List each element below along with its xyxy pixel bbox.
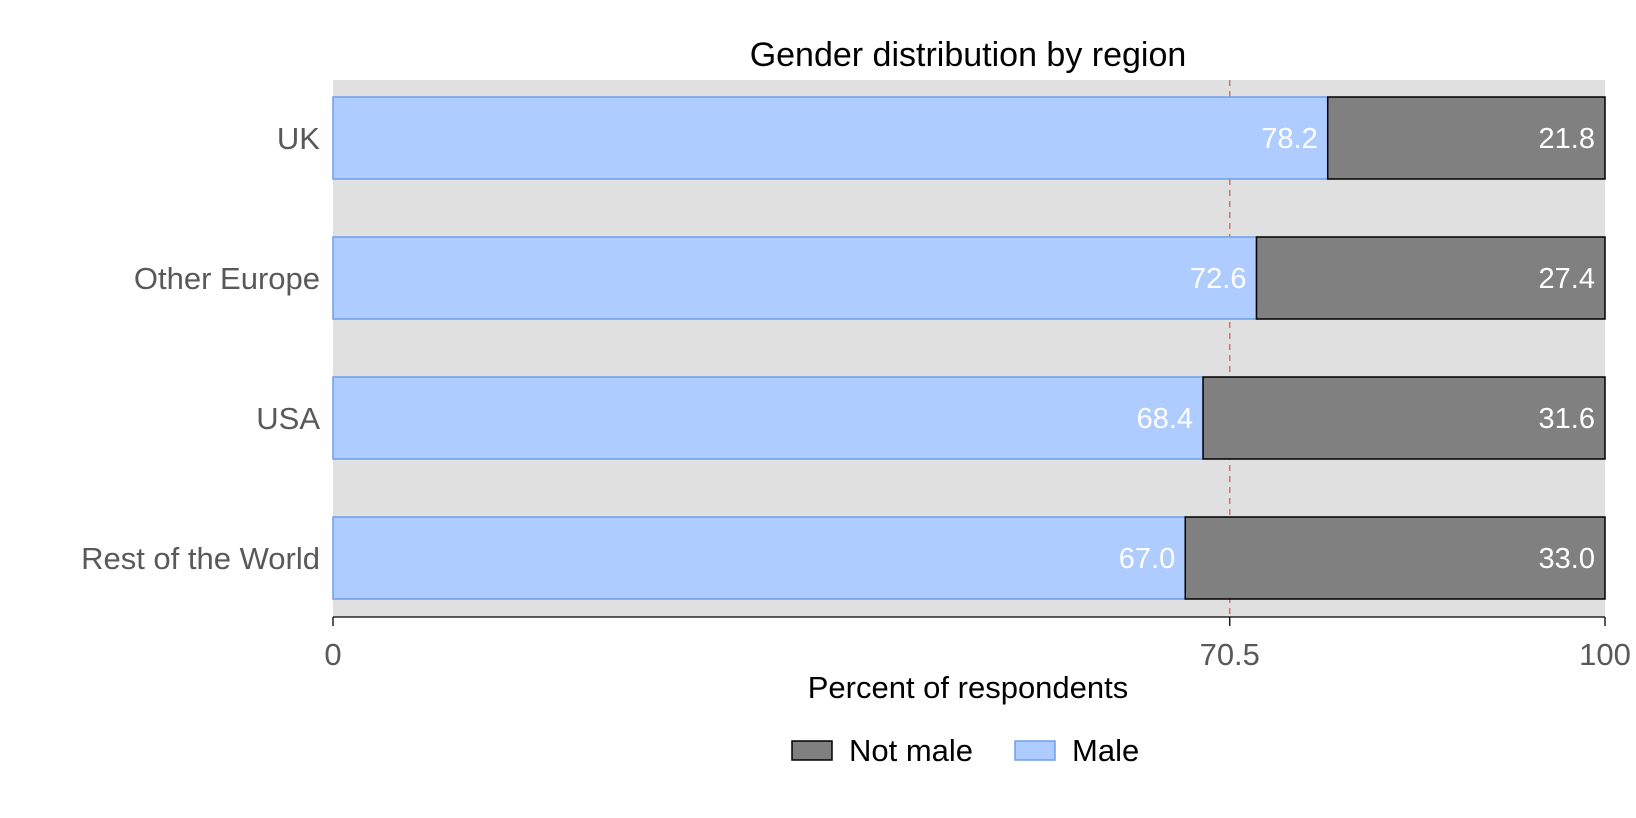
bars-group: [332, 96, 1606, 600]
bar-not-male-rest-of-the-world: [1184, 516, 1606, 600]
bar-male-other-europe: [332, 236, 1258, 320]
bar-male-usa: [332, 376, 1204, 460]
bar-male-uk: [332, 96, 1329, 180]
data-label-not-male-other-europe: 27.4: [1539, 263, 1595, 295]
data-label-male-rest-of-the-world: 67.0: [1119, 543, 1175, 575]
chart-title: Gender distribution by region: [750, 36, 1187, 74]
x-axis: 0 70.5 100: [324, 616, 1631, 672]
bar-not-male-uk: [1326, 96, 1606, 180]
bar-not-male-other-europe: [1255, 236, 1606, 320]
bar-not-male-usa: [1202, 376, 1606, 460]
legend-swatch-not-male: [791, 740, 833, 761]
category-label-usa: USA: [256, 401, 320, 436]
data-label-male-uk: 78.2: [1261, 123, 1317, 155]
legend-swatch-male: [1014, 740, 1056, 761]
category-label-rest-of-the-world: Rest of the World: [81, 541, 320, 576]
data-label-not-male-usa: 31.6: [1539, 403, 1595, 435]
legend-label-male: Male: [1072, 733, 1139, 768]
data-label-male-usa: 68.4: [1137, 403, 1193, 435]
data-label-not-male-uk: 21.8: [1539, 123, 1595, 155]
category-labels-group: UK Other Europe USA Rest of the World: [81, 121, 320, 576]
x-tick-label: 70.5: [1200, 637, 1260, 672]
x-axis-title: Percent of respondents: [808, 670, 1129, 705]
x-tick-label: 100: [1579, 637, 1631, 672]
bar-labels-group: 78.2 21.8 72.6 27.4 68.4 31.6 67.0 33.0: [1119, 123, 1595, 575]
legend: Not male Male: [791, 733, 1139, 768]
data-label-male-other-europe: 72.6: [1190, 263, 1246, 295]
legend-label-not-male: Not male: [849, 733, 973, 768]
category-label-other-europe: Other Europe: [134, 261, 320, 296]
bar-male-rest-of-the-world: [332, 516, 1186, 600]
x-tick-label: 0: [324, 637, 341, 672]
category-label-uk: UK: [277, 121, 320, 156]
data-label-not-male-rest-of-the-world: 33.0: [1539, 543, 1595, 575]
